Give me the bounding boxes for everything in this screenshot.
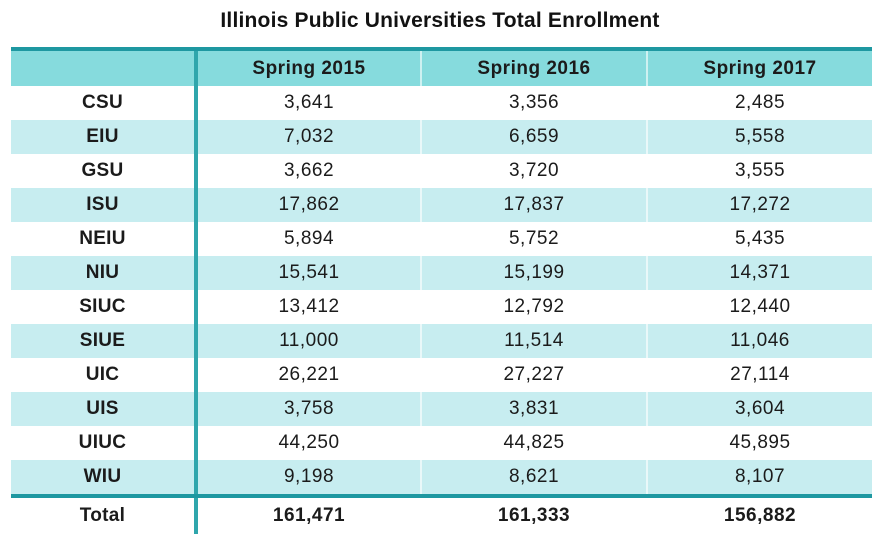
table-row: UIUC 44,250 44,825 45,895 (11, 426, 872, 460)
cell-spring-2017: 5,435 (646, 222, 872, 256)
row-label: ISU (11, 188, 194, 222)
corner-cell (11, 51, 194, 86)
table-row: NIU 15,541 15,199 14,371 (11, 256, 872, 290)
cell-spring-2017: 14,371 (646, 256, 872, 290)
table-row: NEIU 5,894 5,752 5,435 (11, 222, 872, 256)
total-spring-2016: 161,333 (420, 498, 646, 534)
cell-spring-2015: 3,662 (194, 154, 420, 188)
table-row: CSU 3,641 3,356 2,485 (11, 86, 872, 120)
row-label: EIU (11, 120, 194, 154)
row-label: GSU (11, 154, 194, 188)
table-row: SIUE 11,000 11,514 11,046 (11, 324, 872, 358)
cell-spring-2016: 5,752 (420, 222, 646, 256)
table-row: WIU 9,198 8,621 8,107 (11, 460, 872, 494)
cell-spring-2017: 17,272 (646, 188, 872, 222)
column-header-spring-2015: Spring 2015 (194, 51, 420, 86)
cell-spring-2015: 44,250 (194, 426, 420, 460)
cell-spring-2015: 9,198 (194, 460, 420, 494)
row-label: CSU (11, 86, 194, 120)
table-total-row: Total 161,471 161,333 156,882 (11, 498, 872, 534)
cell-spring-2016: 6,659 (420, 120, 646, 154)
cell-spring-2017: 2,485 (646, 86, 872, 120)
cell-spring-2017: 8,107 (646, 460, 872, 494)
cell-spring-2017: 12,440 (646, 290, 872, 324)
cell-spring-2015: 13,412 (194, 290, 420, 324)
cell-spring-2015: 26,221 (194, 358, 420, 392)
row-label: SIUE (11, 324, 194, 358)
cell-spring-2016: 3,720 (420, 154, 646, 188)
cell-spring-2015: 15,541 (194, 256, 420, 290)
total-label: Total (11, 498, 194, 534)
cell-spring-2015: 17,862 (194, 188, 420, 222)
page-title: Illinois Public Universities Total Enrol… (0, 0, 880, 33)
total-spring-2015: 161,471 (194, 498, 420, 534)
cell-spring-2017: 5,558 (646, 120, 872, 154)
cell-spring-2016: 8,621 (420, 460, 646, 494)
cell-spring-2017: 3,555 (646, 154, 872, 188)
cell-spring-2016: 12,792 (420, 290, 646, 324)
cell-spring-2017: 11,046 (646, 324, 872, 358)
cell-spring-2015: 3,641 (194, 86, 420, 120)
cell-spring-2016: 44,825 (420, 426, 646, 460)
column-header-spring-2016: Spring 2016 (420, 51, 646, 86)
row-label: UIUC (11, 426, 194, 460)
table-row: ISU 17,862 17,837 17,272 (11, 188, 872, 222)
row-label: UIS (11, 392, 194, 426)
column-header-spring-2017: Spring 2017 (646, 51, 872, 86)
table-header-row: Spring 2015 Spring 2016 Spring 2017 (11, 51, 872, 86)
table-row: EIU 7,032 6,659 5,558 (11, 120, 872, 154)
row-label: NIU (11, 256, 194, 290)
row-label: SIUC (11, 290, 194, 324)
cell-spring-2016: 11,514 (420, 324, 646, 358)
cell-spring-2016: 17,837 (420, 188, 646, 222)
cell-spring-2015: 7,032 (194, 120, 420, 154)
row-label: WIU (11, 460, 194, 494)
cell-spring-2016: 15,199 (420, 256, 646, 290)
row-label: UIC (11, 358, 194, 392)
cell-spring-2016: 27,227 (420, 358, 646, 392)
cell-spring-2015: 5,894 (194, 222, 420, 256)
cell-spring-2017: 45,895 (646, 426, 872, 460)
total-spring-2017: 156,882 (646, 498, 872, 534)
table-row: GSU 3,662 3,720 3,555 (11, 154, 872, 188)
cell-spring-2015: 3,758 (194, 392, 420, 426)
cell-spring-2016: 3,356 (420, 86, 646, 120)
cell-spring-2017: 3,604 (646, 392, 872, 426)
cell-spring-2015: 11,000 (194, 324, 420, 358)
cell-spring-2016: 3,831 (420, 392, 646, 426)
cell-spring-2017: 27,114 (646, 358, 872, 392)
table-row: SIUC 13,412 12,792 12,440 (11, 290, 872, 324)
row-label: NEIU (11, 222, 194, 256)
table-row: UIC 26,221 27,227 27,114 (11, 358, 872, 392)
table-row: UIS 3,758 3,831 3,604 (11, 392, 872, 426)
enrollment-table-page: Illinois Public Universities Total Enrol… (0, 0, 880, 552)
enrollment-table: Spring 2015 Spring 2016 Spring 2017 CSU … (11, 47, 872, 534)
